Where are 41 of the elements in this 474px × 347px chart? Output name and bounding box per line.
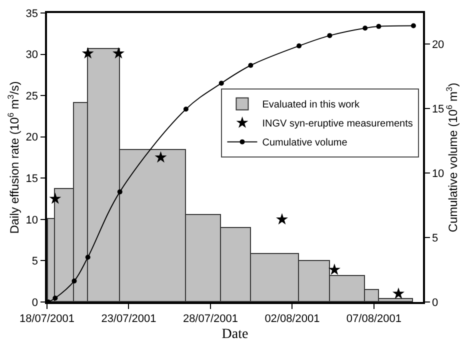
x-tick-label: 28/07/2001	[182, 312, 238, 325]
point	[72, 278, 77, 284]
point	[327, 33, 332, 38]
y-tick-label: 15	[26, 172, 38, 185]
point	[376, 24, 382, 29]
point	[52, 296, 58, 301]
point	[85, 254, 90, 260]
y-tick-label: 25	[26, 90, 38, 102]
point	[112, 47, 125, 59]
point	[218, 80, 224, 86]
y-tick-label: 35	[26, 8, 38, 20]
legend-label: INGV syn-eruptive measurements	[262, 118, 413, 130]
y-tick-label: 5	[32, 256, 38, 268]
y-tick-label: 10	[26, 214, 38, 226]
point	[248, 62, 254, 68]
y-tick-label: 0	[32, 296, 38, 309]
y2-tick-label: 20	[432, 38, 444, 51]
x-tick-label: 07/08/2001	[346, 312, 402, 325]
point	[392, 287, 404, 299]
point	[183, 106, 188, 112]
legend-label: Evaluated in this work	[262, 100, 361, 111]
point	[154, 151, 167, 163]
legend-label: Cumulative volume	[262, 138, 348, 149]
point	[296, 43, 302, 48]
x-tick-label: 23/07/2001	[101, 312, 156, 325]
y2-tick-label: 10	[432, 168, 444, 180]
y-tick-label: 20	[26, 132, 38, 144]
x-tick-label: 02/08/2001	[264, 312, 320, 325]
y2-tick-label: 5	[432, 232, 438, 244]
point	[328, 264, 340, 275]
point	[117, 189, 122, 194]
point	[410, 23, 416, 28]
point	[276, 213, 288, 225]
y2-tick-label: 15	[432, 103, 444, 116]
y-tick-label: 30	[26, 49, 38, 62]
x-tick-label: 18/07/2001	[19, 312, 75, 325]
point	[49, 192, 62, 204]
point	[362, 26, 368, 31]
x-axis-title: Date	[222, 326, 248, 342]
y2-tick-label: 0	[432, 296, 438, 309]
point	[82, 47, 94, 59]
